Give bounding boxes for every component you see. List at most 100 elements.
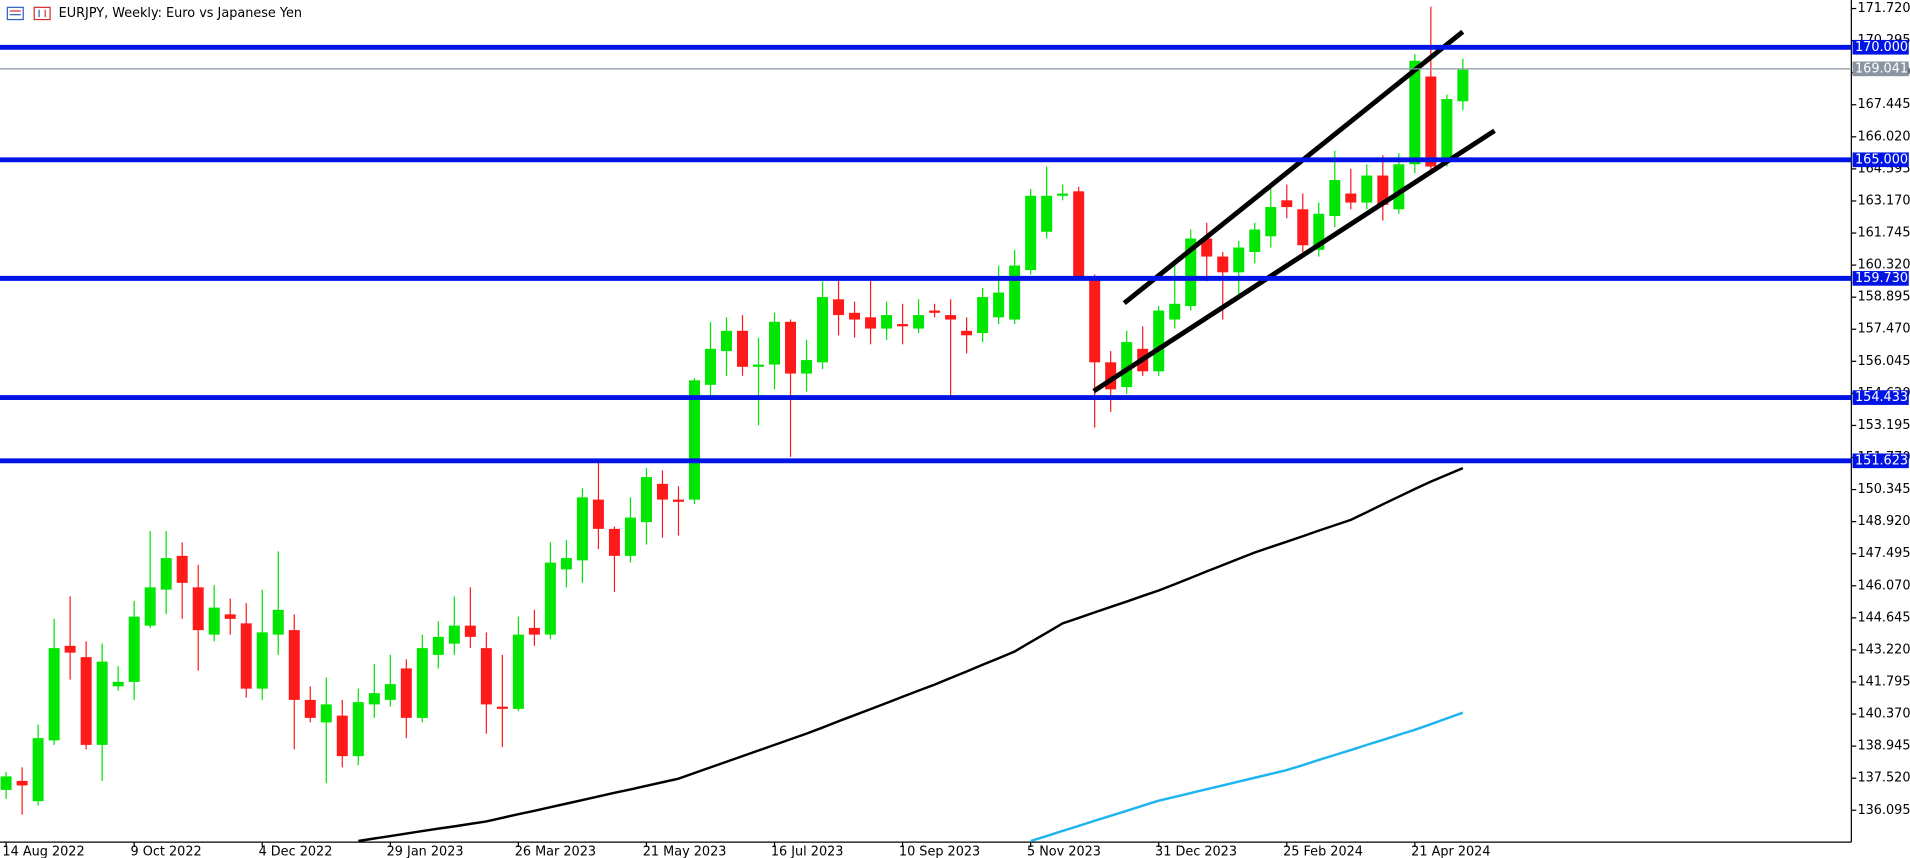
candle-body	[304, 699, 316, 718]
candle-body	[1217, 256, 1229, 273]
candle-body	[1169, 303, 1181, 320]
candle-body	[384, 684, 396, 700]
candle-body	[352, 702, 364, 757]
candle-body	[1457, 69, 1469, 102]
candle-body	[1233, 247, 1245, 273]
candle-body	[801, 360, 813, 374]
candle-body	[881, 315, 893, 329]
y-tick-label: 156.045	[1857, 354, 1910, 369]
candle-body	[496, 706, 508, 709]
candle-body	[80, 657, 92, 745]
candle-body	[48, 648, 60, 741]
candle-body	[1361, 175, 1373, 203]
candle-body	[993, 292, 1005, 318]
x-tick-label: 4 Dec 2022	[259, 844, 333, 858]
candle-body	[913, 315, 925, 329]
candle-body	[192, 587, 204, 631]
y-tick-label: 144.645	[1857, 610, 1910, 625]
candle-body	[1425, 76, 1437, 167]
candle-body	[0, 776, 12, 790]
candle-body	[1185, 238, 1197, 307]
candle-body	[256, 632, 268, 689]
candle-body	[128, 616, 140, 682]
current-price-label: 169.041	[1855, 61, 1908, 76]
candle-body	[544, 562, 556, 635]
candle-body	[769, 321, 781, 365]
y-tick-label: 160.320	[1857, 258, 1910, 273]
x-tick-label: 14 Aug 2022	[2, 844, 84, 858]
candle-body	[224, 614, 236, 619]
channel-lower	[1092, 128, 1496, 394]
candle-body	[720, 330, 732, 352]
y-tick-label: 153.195	[1857, 418, 1910, 433]
candle-body	[1281, 200, 1293, 208]
candle-body	[432, 636, 444, 655]
candle-body	[1041, 195, 1053, 232]
candle-body	[480, 648, 492, 705]
candle-body	[1409, 60, 1421, 165]
x-tick-label: 21 Apr 2024	[1411, 844, 1490, 858]
candle-body	[753, 364, 764, 367]
candle-body	[144, 587, 156, 626]
y-tick-label: 140.370	[1857, 707, 1910, 722]
candle-body	[1089, 276, 1101, 363]
candle-body	[288, 630, 300, 700]
level-label: 170.000	[1855, 40, 1908, 55]
x-tick-label: 21 May 2023	[643, 844, 727, 858]
candle-body	[560, 558, 572, 570]
x-tick-label: 9 Oct 2022	[131, 844, 202, 858]
y-tick-label: 147.495	[1857, 546, 1910, 561]
candle-body	[624, 517, 636, 556]
candle-body	[1393, 164, 1405, 210]
level-box	[1852, 390, 1909, 405]
candle-body	[1025, 195, 1037, 271]
y-tick-label: 158.895	[1857, 290, 1910, 305]
candle-body	[464, 625, 476, 637]
current-price-box	[1852, 61, 1909, 77]
candle-body	[688, 380, 700, 500]
x-tick-label: 16 Jul 2023	[771, 844, 844, 858]
y-tick-label: 150.345	[1857, 482, 1910, 497]
x-tick-label: 25 Feb 2024	[1283, 844, 1363, 858]
candle-body	[512, 634, 524, 709]
plot-area	[0, 6, 1496, 843]
x-tick-label: 5 Nov 2023	[1027, 844, 1101, 858]
candle-body	[1329, 180, 1341, 217]
icon	[33, 6, 51, 21]
level-label: 151.623	[1855, 453, 1908, 468]
symbol-icons	[6, 6, 51, 21]
candle-body	[208, 607, 220, 635]
candle-body	[672, 499, 684, 502]
candle-body	[1297, 209, 1309, 246]
y-tick-label: 143.220	[1857, 642, 1910, 657]
level-box	[1852, 271, 1909, 286]
candle-body	[448, 625, 460, 644]
candle-body	[640, 477, 652, 523]
candle-body	[16, 780, 28, 786]
candle-body	[240, 623, 252, 689]
y-tick-label: 141.795	[1857, 674, 1910, 689]
candle-body	[576, 497, 588, 561]
candle-body	[849, 312, 861, 320]
moving-average	[1030, 711, 1464, 843]
candle-body	[1121, 342, 1133, 388]
icon	[6, 6, 24, 21]
candle-body	[865, 317, 877, 329]
candle-body	[1073, 191, 1085, 277]
y-tick-label: 148.920	[1857, 514, 1910, 529]
y-tick-label: 166.020	[1857, 129, 1910, 144]
channel-upper	[1122, 29, 1465, 306]
candle-body	[1313, 213, 1325, 250]
x-tick-label: 10 Sep 2023	[899, 844, 980, 858]
x-tick-label: 31 Dec 2023	[1155, 844, 1237, 858]
candle-body	[400, 668, 412, 718]
candle-body	[416, 648, 428, 718]
level-label: 159.730	[1855, 271, 1908, 286]
candle-body	[977, 297, 989, 334]
candle-body	[785, 321, 797, 374]
candle-body	[1345, 193, 1357, 203]
level-box	[1852, 152, 1909, 168]
candle-body	[704, 348, 716, 385]
